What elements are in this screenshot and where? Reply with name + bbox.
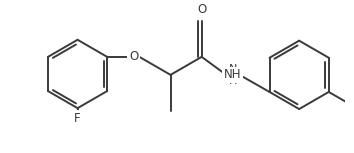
Text: N
H: N H: [229, 64, 237, 86]
Text: NH: NH: [224, 68, 242, 81]
Text: F: F: [74, 112, 81, 125]
Text: O: O: [129, 50, 138, 63]
Text: O: O: [197, 3, 206, 16]
